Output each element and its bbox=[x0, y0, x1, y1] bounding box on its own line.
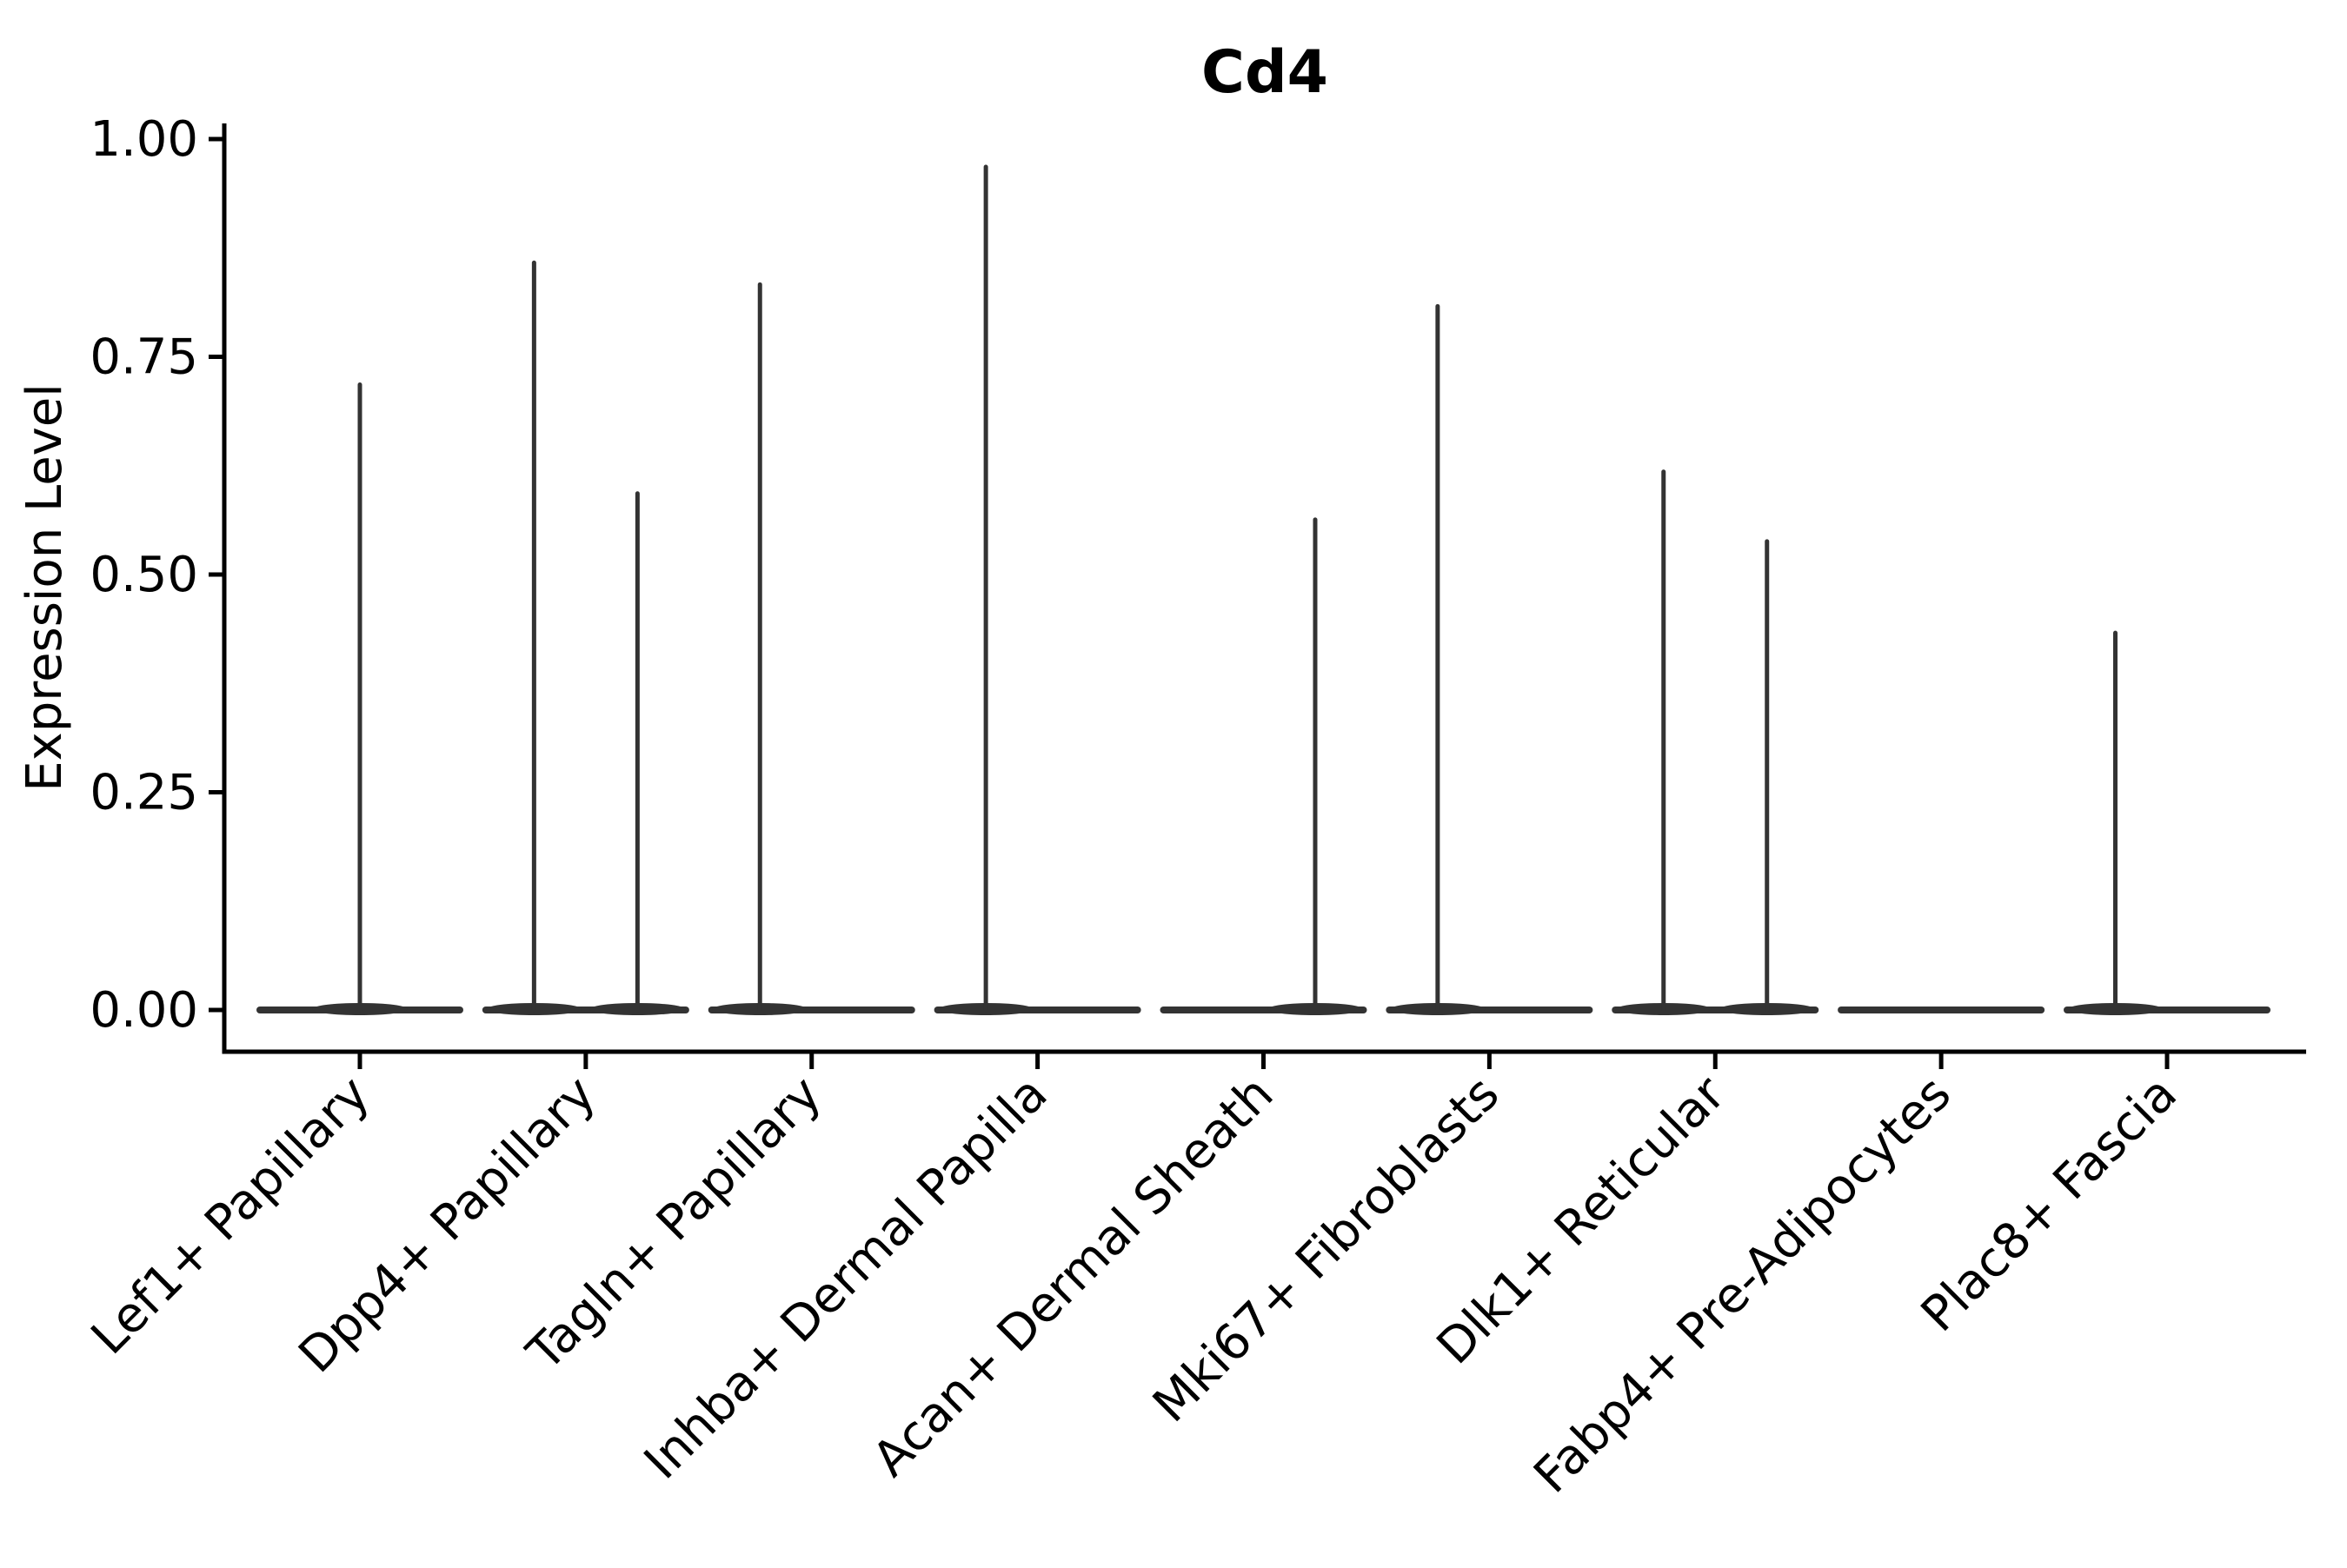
y-tick-label: 0.25 bbox=[90, 765, 198, 821]
violin-1 bbox=[256, 382, 463, 1015]
x-tick-label: Inhba+ Dermal Papilla bbox=[634, 1066, 1059, 1491]
violin-3 bbox=[708, 282, 915, 1015]
x-tick-label: Fabp4+ Pre-Adipocytes bbox=[1523, 1066, 1962, 1505]
chart-title: Cd4 bbox=[1201, 38, 1328, 107]
violin-9 bbox=[2064, 630, 2271, 1015]
violin-8 bbox=[1838, 1007, 2045, 1013]
violin-5 bbox=[1160, 517, 1367, 1015]
violins bbox=[256, 164, 2271, 1015]
y-axis: 1.00 0.75 0.50 0.25 0.00 bbox=[90, 111, 224, 1039]
violin-2 bbox=[482, 260, 689, 1015]
violin-4 bbox=[934, 164, 1141, 1015]
violin-6 bbox=[1386, 303, 1593, 1015]
y-tick-label: 0.50 bbox=[90, 547, 198, 603]
violin-7 bbox=[1612, 469, 1819, 1015]
y-axis-label: Expression Level bbox=[17, 383, 73, 792]
y-tick-label: 0.75 bbox=[90, 329, 198, 386]
x-tick-label: Acan+ Dermal Sheath bbox=[862, 1066, 1285, 1488]
y-tick-label: 0.00 bbox=[90, 982, 198, 1039]
violin-base bbox=[1838, 1007, 2045, 1013]
y-tick-label: 1.00 bbox=[90, 111, 198, 168]
